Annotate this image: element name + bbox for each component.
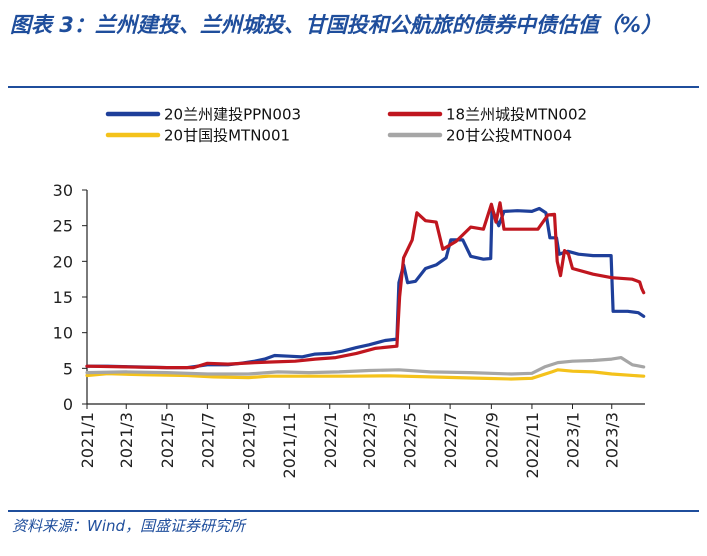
series-line-1	[85, 206, 646, 370]
legend-label-3: 20甘国投MTN001	[164, 127, 290, 145]
plot-area: 0 5 10 15 20 25 30 2021/1 2021/3 2021/5 2021/7 2021…	[53, 181, 646, 478]
x-tick-label: 2023/3	[603, 412, 622, 468]
x-tick-label: 2021/3	[117, 412, 136, 468]
series-line-2	[85, 201, 646, 370]
line-chart: 20兰州建投PPN003 18兰州城投MTN002 20甘国投MTN001 20甘公投…	[53, 106, 646, 478]
legend-label-1: 20兰州建投PPN003	[164, 106, 301, 124]
x-tick-label: 2022/3	[360, 412, 379, 468]
legend: 20兰州建投PPN003 18兰州城投MTN002 20甘国投MTN001 20甘公投…	[105, 106, 587, 145]
series-line-3	[85, 368, 646, 381]
y-tick-label: 20	[53, 252, 73, 271]
x-tick-label: 2022/1	[321, 412, 340, 468]
x-tick-label: 2022/9	[482, 412, 501, 468]
x-tick-label: 2021/7	[198, 412, 217, 468]
x-tick-label: 2022/11	[523, 412, 542, 478]
y-tick-label: 30	[53, 181, 73, 200]
x-tick-label: 2021/9	[240, 412, 259, 468]
x-tick-label: 2022/5	[401, 412, 420, 468]
x-tick-label: 2023/1	[564, 412, 583, 468]
x-tick-label: 2021/5	[158, 412, 177, 468]
x-tick-label: 2021/11	[280, 412, 299, 478]
y-tick-label: 0	[63, 395, 73, 414]
y-tick-label: 10	[53, 324, 73, 343]
figure-title: 图表 3：兰州建投、兰州城投、甘国投和公航旅的债券中债估值（%）	[10, 13, 662, 37]
source-note: 资料来源：Wind，国盛证券研究所	[12, 517, 246, 535]
x-tick-label: 2021/1	[78, 412, 97, 468]
source-rule	[8, 510, 699, 512]
series-line-4	[85, 356, 646, 376]
title-rule	[8, 86, 699, 88]
x-tick-label: 2022/7	[441, 412, 460, 468]
y-tick-label: 5	[63, 359, 73, 378]
y-tick-label: 25	[53, 217, 73, 236]
legend-label-4: 20甘公投MTN004	[446, 127, 572, 145]
legend-label-2: 18兰州城投MTN002	[446, 106, 587, 124]
y-tick-label: 15	[53, 288, 73, 307]
